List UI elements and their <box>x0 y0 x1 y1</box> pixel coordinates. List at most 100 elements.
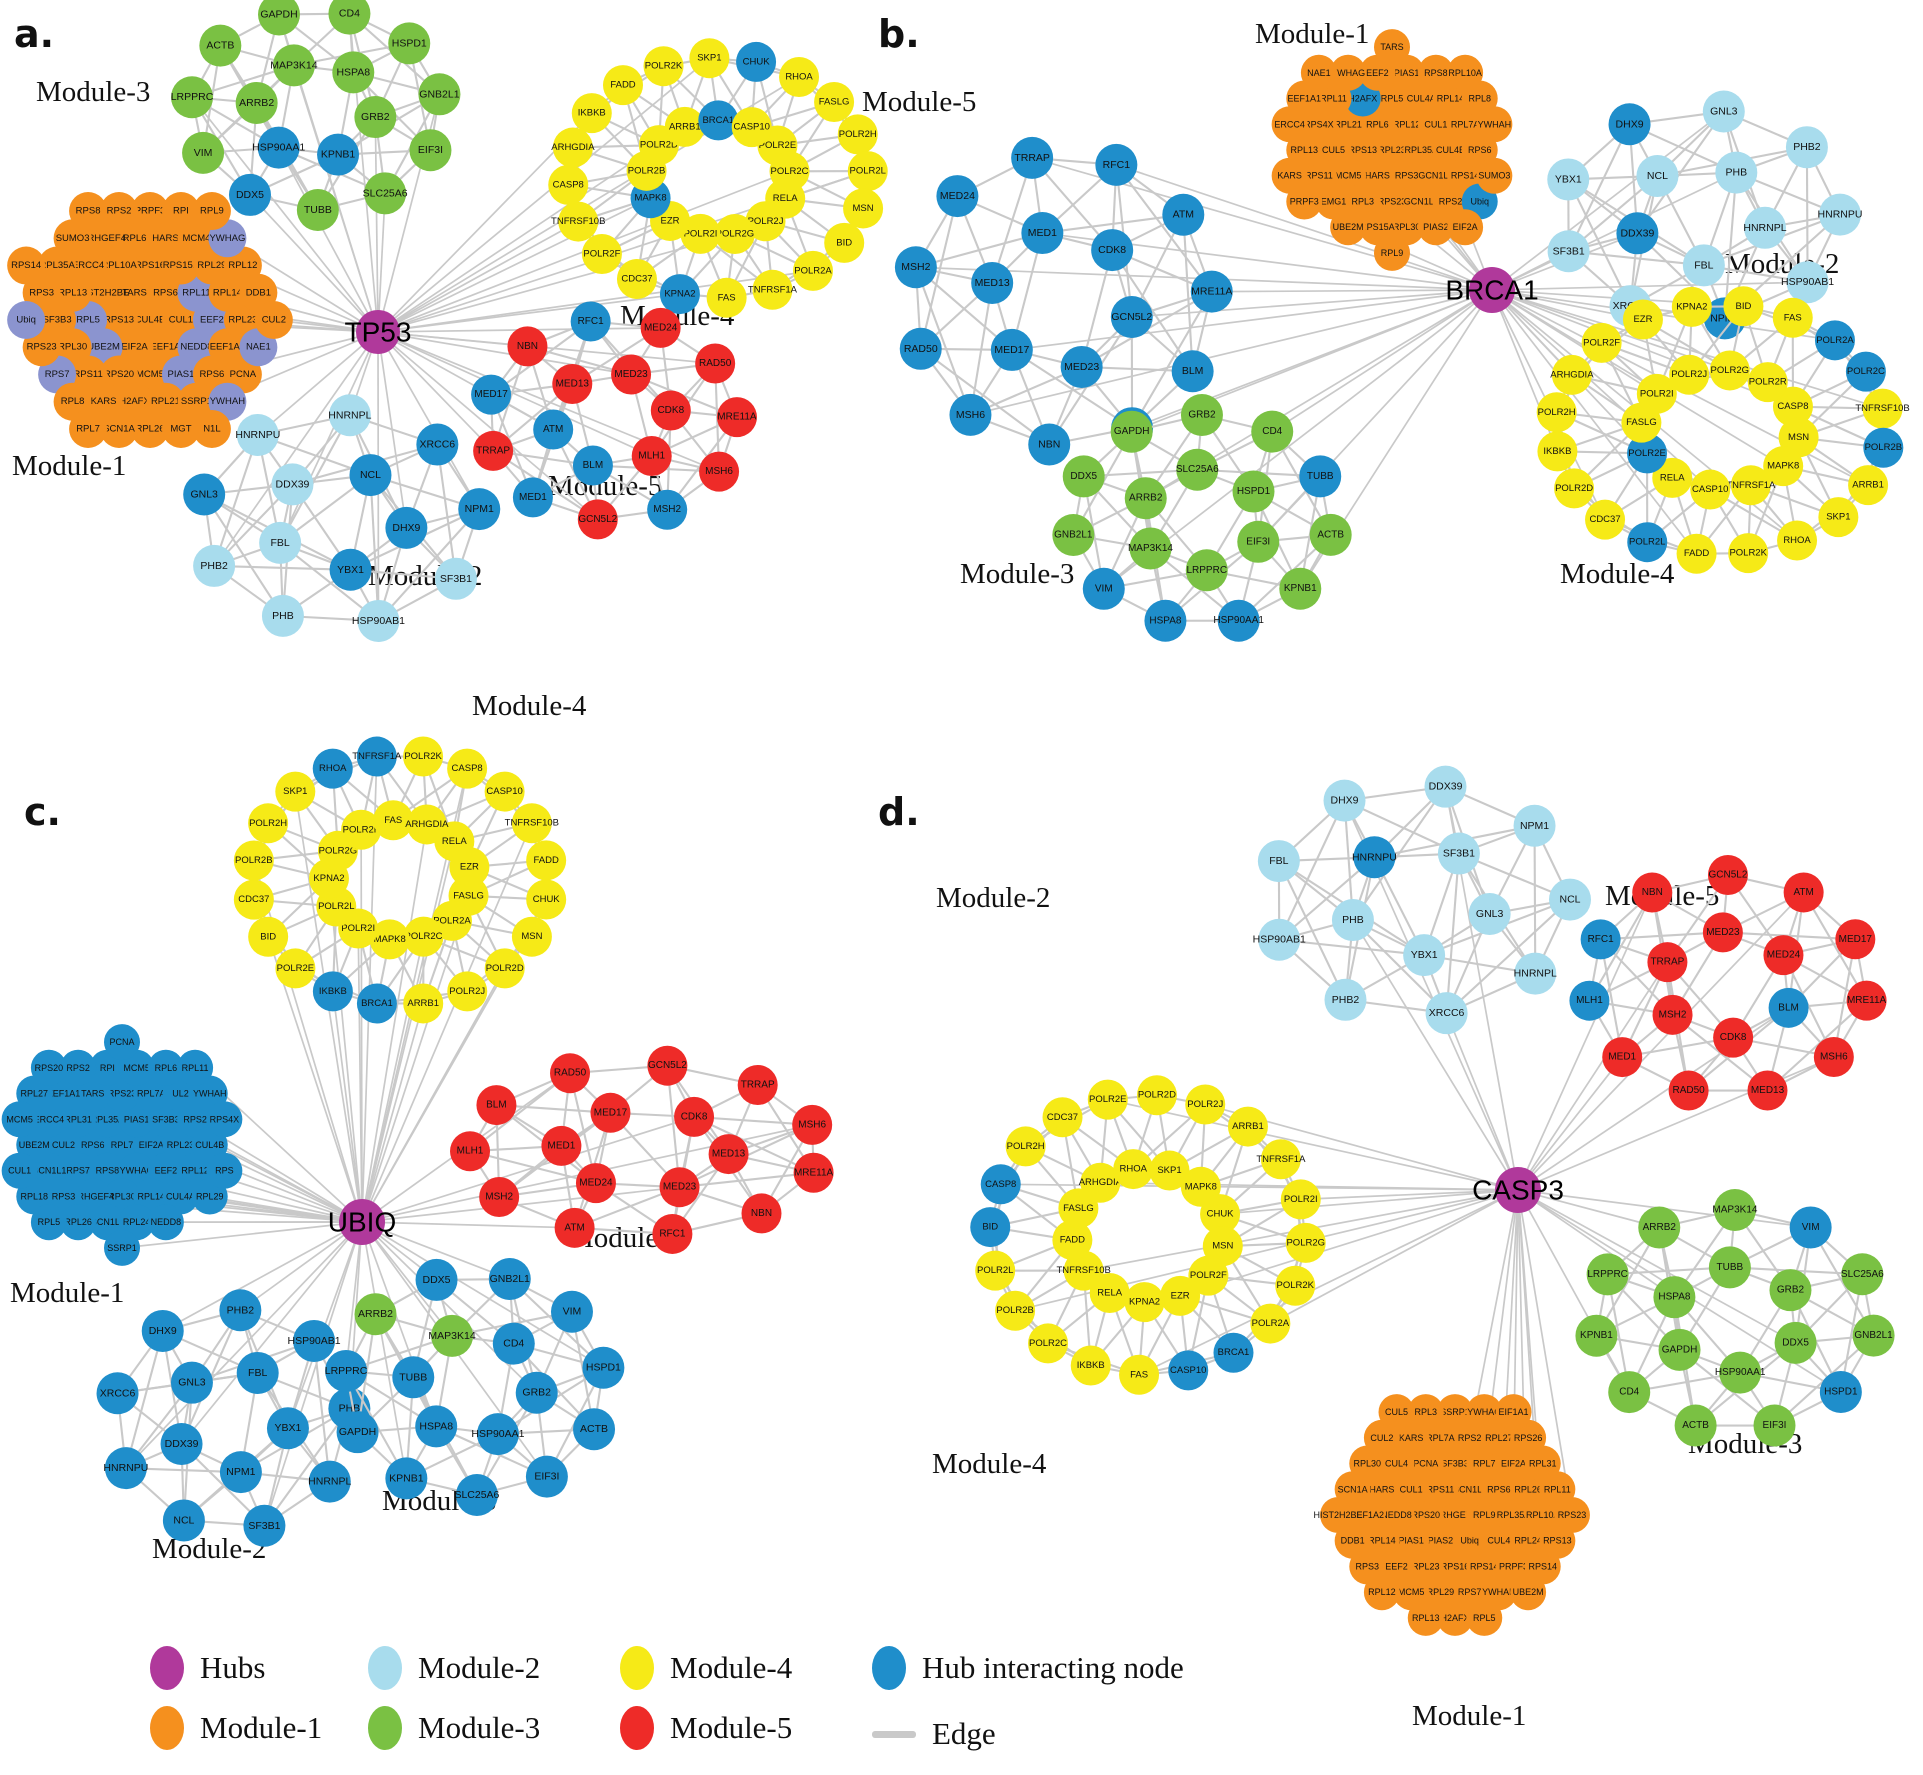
network-node[interactable] <box>1417 209 1454 246</box>
network-node[interactable] <box>1124 1282 1165 1323</box>
network-node[interactable] <box>385 1457 428 1500</box>
network-node[interactable] <box>1713 1189 1756 1231</box>
network-node[interactable] <box>1213 1332 1254 1373</box>
network-node[interactable] <box>266 1407 309 1450</box>
network-node[interactable] <box>228 173 271 216</box>
network-node[interactable] <box>1378 1394 1415 1431</box>
network-node[interactable] <box>206 1101 243 1138</box>
network-node[interactable] <box>698 100 739 141</box>
network-node[interactable] <box>1536 392 1577 433</box>
network-node[interactable] <box>640 307 681 348</box>
network-node[interactable] <box>104 1024 140 1061</box>
network-node[interactable] <box>1846 980 1887 1021</box>
network-node[interactable] <box>792 1104 833 1145</box>
network-node[interactable] <box>476 1085 517 1126</box>
network-node[interactable] <box>473 430 514 471</box>
network-node[interactable] <box>1674 1404 1717 1447</box>
network-node[interactable] <box>1285 1222 1326 1263</box>
network-node[interactable] <box>1608 1371 1651 1414</box>
network-node[interactable] <box>1425 992 1468 1035</box>
network-node[interactable] <box>1763 935 1804 976</box>
network-node[interactable] <box>792 250 833 291</box>
network-node[interactable] <box>60 1049 97 1086</box>
network-node[interactable] <box>1772 386 1813 427</box>
network-node[interactable] <box>714 213 755 254</box>
network-node[interactable] <box>1320 1497 1357 1533</box>
network-node[interactable] <box>1042 1097 1083 1138</box>
network-node[interactable] <box>603 65 644 106</box>
network-node[interactable] <box>1407 1394 1444 1431</box>
network-node[interactable] <box>7 301 46 339</box>
network-node[interactable] <box>708 1134 749 1175</box>
network-node[interactable] <box>980 1164 1021 1205</box>
network-node[interactable] <box>1275 1265 1316 1306</box>
network-node[interactable] <box>236 1351 279 1394</box>
network-node[interactable] <box>1862 388 1903 429</box>
hub-node[interactable] <box>1495 1167 1541 1213</box>
network-node[interactable] <box>1237 520 1280 563</box>
network-node[interactable] <box>100 409 139 448</box>
network-node[interactable] <box>1176 448 1219 491</box>
network-node[interactable] <box>1052 513 1095 556</box>
network-node[interactable] <box>1028 1323 1069 1364</box>
network-node[interactable] <box>409 129 452 172</box>
network-node[interactable] <box>573 1408 616 1451</box>
network-node[interactable] <box>484 948 525 989</box>
network-node[interactable] <box>706 277 747 318</box>
network-node[interactable] <box>296 188 339 231</box>
network-node[interactable] <box>1144 599 1187 642</box>
network-node[interactable] <box>1676 533 1717 574</box>
network-node[interactable] <box>7 246 46 285</box>
network-node[interactable] <box>1324 978 1367 1021</box>
network-node[interactable] <box>1777 520 1818 561</box>
network-node[interactable] <box>328 394 371 437</box>
network-node[interactable] <box>328 0 371 35</box>
network-node[interactable] <box>325 1349 368 1392</box>
network-node[interactable] <box>308 1460 351 1503</box>
network-node[interactable] <box>1060 345 1103 388</box>
network-node[interactable] <box>1622 299 1663 340</box>
network-node[interactable] <box>1774 1321 1817 1364</box>
network-node[interactable] <box>1551 354 1592 395</box>
network-node[interactable] <box>1547 158 1590 201</box>
network-node[interactable] <box>235 81 278 124</box>
network-node[interactable] <box>147 1049 184 1086</box>
hub-node[interactable] <box>339 1199 385 1245</box>
network-node[interactable] <box>69 409 108 448</box>
network-node[interactable] <box>1786 261 1829 304</box>
network-node[interactable] <box>1124 477 1167 520</box>
network-node[interactable] <box>1785 126 1828 169</box>
network-node[interactable] <box>837 114 878 155</box>
network-node[interactable] <box>1669 354 1710 395</box>
network-node[interactable] <box>1217 599 1260 642</box>
network-node[interactable] <box>689 38 730 79</box>
network-node[interactable] <box>1162 193 1205 236</box>
network-node[interactable] <box>1168 1350 1209 1391</box>
network-node[interactable] <box>1437 832 1480 875</box>
network-node[interactable] <box>388 22 431 65</box>
network-node[interactable] <box>847 151 888 192</box>
network-node[interactable] <box>1080 1162 1121 1203</box>
network-node[interactable] <box>511 803 552 844</box>
network-node[interactable] <box>1331 899 1374 942</box>
network-node[interactable] <box>1082 567 1125 610</box>
network-node[interactable] <box>484 771 525 812</box>
network-node[interactable] <box>406 804 447 845</box>
network-node[interactable] <box>1374 234 1410 271</box>
network-node[interactable] <box>572 445 613 486</box>
network-node[interactable] <box>582 1346 625 1389</box>
network-node[interactable] <box>548 164 589 205</box>
network-node[interactable] <box>1280 1179 1321 1220</box>
network-node[interactable] <box>259 521 302 564</box>
network-node[interactable] <box>1841 1253 1884 1296</box>
network-node[interactable] <box>354 96 397 139</box>
network-node[interactable] <box>731 107 772 148</box>
network-node[interactable] <box>1476 106 1513 143</box>
network-node[interactable] <box>192 409 231 448</box>
network-node[interactable] <box>1095 143 1138 186</box>
network-node[interactable] <box>1129 527 1172 570</box>
network-node[interactable] <box>131 409 169 448</box>
network-node[interactable] <box>248 916 289 957</box>
network-node[interactable] <box>1708 1246 1751 1289</box>
network-node[interactable] <box>1554 468 1595 509</box>
